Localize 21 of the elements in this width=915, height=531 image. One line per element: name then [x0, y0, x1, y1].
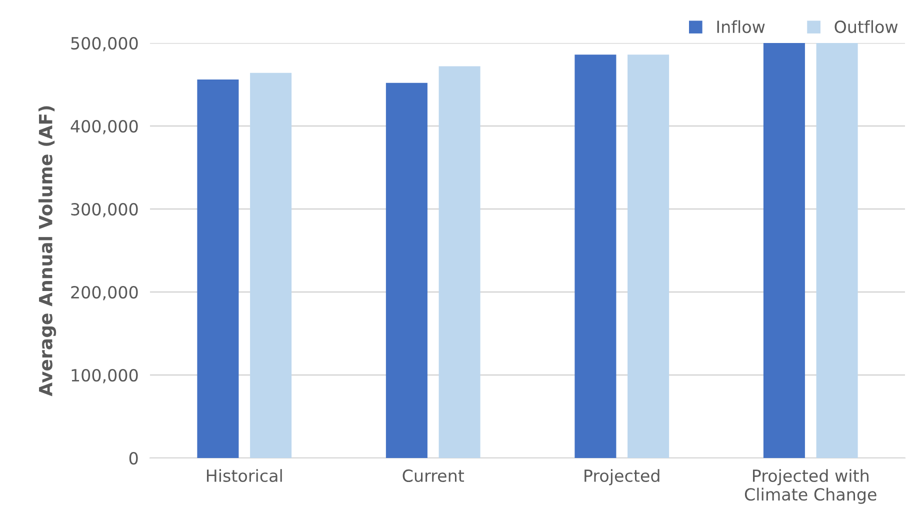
y-tick-label: 200,000 [71, 286, 138, 300]
y-tick-label: 400,000 [70, 120, 138, 134]
y-tick-label: 300,000 [71, 202, 138, 218]
bar [250, 72, 292, 458]
y-tick-label: 500,000 [71, 36, 138, 52]
legend-label: Inflow [717, 20, 765, 34]
x-tick-label: Historical [206, 469, 282, 482]
y-tick-label: 0 [129, 452, 138, 465]
bar [386, 82, 428, 458]
x-tick-label: Projected [584, 469, 660, 486]
legend-label: Outflow [834, 20, 898, 34]
bar [628, 54, 670, 458]
bar [763, 43, 805, 458]
y-axis-title: Average Annual Volume (AF) [38, 106, 56, 396]
bar [816, 43, 858, 458]
bar [438, 66, 480, 458]
x-tick-label: Current [402, 469, 464, 482]
bar [574, 54, 616, 458]
x-tick-label: Projected with Climate Change [744, 469, 876, 504]
bar [197, 80, 239, 458]
y-tick-label: 100,000 [72, 368, 138, 384]
